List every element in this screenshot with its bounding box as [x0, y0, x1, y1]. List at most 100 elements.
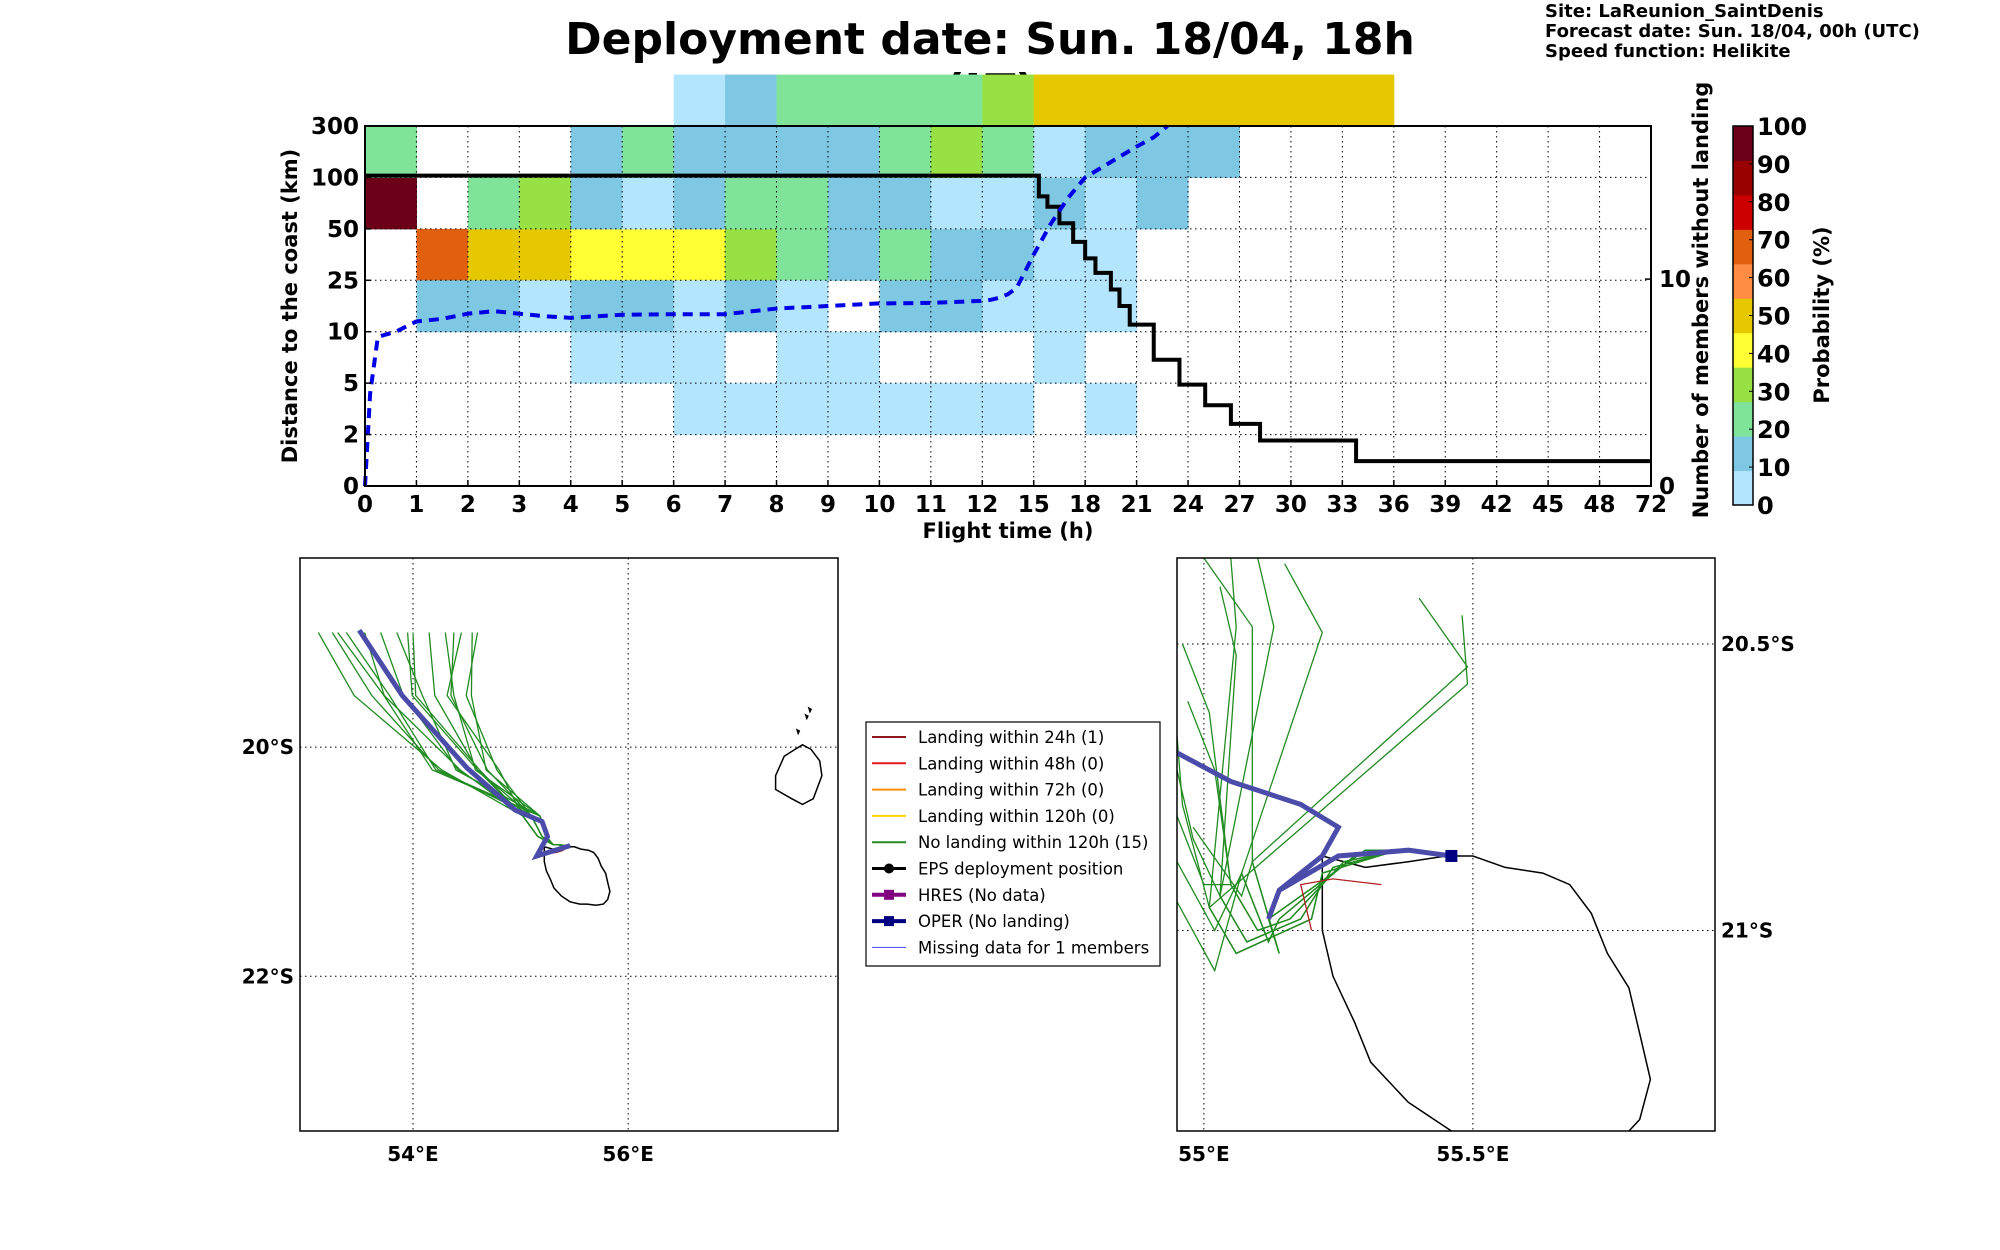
- heatmap-cell: [1033, 280, 1086, 333]
- forecast-info: Site: LaReunion_SaintDenis Forecast date…: [1545, 2, 1920, 62]
- no-landing-trajectory: [1203, 558, 1452, 954]
- heatmap-cell: [1033, 331, 1086, 384]
- x-tick-label: 42: [1481, 492, 1513, 518]
- mean-distance-dashed-line: [363, 124, 1169, 487]
- heatmap-cell: [1188, 74, 1240, 127]
- heatmap-cell: [570, 177, 623, 230]
- site-label: Site: LaReunion_SaintDenis: [1545, 1, 1824, 22]
- heatmap-cell: [1085, 177, 1138, 230]
- colorbar-tick-label: 80: [1757, 189, 1790, 217]
- reunion-coastline: [1321, 855, 1652, 1131]
- legend-label: Landing within 24h (1): [918, 728, 1104, 747]
- forecast-date-label: Forecast date: Sun. 18/04, 00h (UTC): [1545, 21, 1920, 42]
- x-tick-label: 1: [408, 492, 424, 518]
- oper-trajectory: [1177, 750, 1452, 920]
- colorbar-tick-label: 60: [1757, 265, 1790, 293]
- legend-label: HRES (No data): [918, 886, 1046, 905]
- mauritius-coastline: [774, 743, 823, 806]
- heatmap-cell: [622, 228, 675, 281]
- y-axis-label: Distance to the coast (km): [278, 149, 302, 464]
- heatmap-cell: [725, 126, 778, 178]
- x-tick-label: 30: [1275, 492, 1307, 518]
- colorbar-segment: [1733, 332, 1753, 368]
- x-axis-label: Flight time (h): [923, 519, 1094, 543]
- heatmap-cell: [1085, 74, 1138, 127]
- heatmap-cell: [673, 383, 726, 436]
- x-tick-label: 24: [1172, 492, 1204, 518]
- heatmap-cell: [982, 228, 1035, 281]
- no-landing-trajectory: [450, 632, 571, 847]
- y-tick-label: 0: [343, 474, 359, 500]
- colorbar-tick-label: 70: [1757, 227, 1790, 255]
- latitude-label: 21°S: [1721, 918, 1773, 942]
- x-tick-label: 18: [1069, 492, 1101, 518]
- heatmap-cell: [930, 228, 983, 281]
- x-tick-label: 5: [614, 492, 630, 518]
- y-tick-label: 10: [327, 320, 359, 346]
- colorbar-tick-label: 50: [1757, 303, 1790, 331]
- heatmap-cell: [982, 126, 1035, 178]
- colorbar-segment: [1733, 367, 1753, 403]
- members-without-landing-line: [365, 173, 1651, 464]
- x-tick-label: 2: [460, 492, 476, 518]
- x-tick-label: 3: [511, 492, 527, 518]
- heatmap-cell: [1136, 74, 1189, 127]
- colorbar-tick-label: 100: [1757, 113, 1807, 141]
- longitude-label: 55°E: [1178, 1142, 1230, 1166]
- heatmap-cell: [673, 177, 726, 230]
- islet-coastline: [795, 728, 801, 736]
- heatmap-cell: [1033, 74, 1086, 127]
- colorbar-tick-label: 0: [1757, 492, 1774, 520]
- y2-tick-label: 0: [1659, 474, 1675, 500]
- latitude-label: 20°S: [242, 735, 294, 759]
- heatmap-cell: [467, 177, 520, 230]
- reunion-coastline: [543, 845, 611, 906]
- colorbar-segment: [1733, 229, 1753, 265]
- colorbar-tick-label: 40: [1757, 340, 1790, 368]
- x-tick-label: 11: [915, 492, 947, 518]
- heatmap-cell: [776, 177, 829, 230]
- heatmap-cell: [673, 74, 726, 127]
- heatmap-cell: [1239, 74, 1292, 127]
- legend-label: No landing within 120h (15): [918, 833, 1148, 852]
- heatmap-cell: [1136, 177, 1189, 230]
- x-tick-label: 10: [863, 492, 895, 518]
- heatmap-cell: [827, 126, 880, 178]
- map-content: [1177, 558, 1715, 1131]
- probability-colorbar: 0 10 20 30 40 50 60 70 80 90 100 Probability (%): [1732, 113, 1834, 520]
- colorbar-tick-label: 90: [1757, 151, 1790, 179]
- heatmap-cell: [879, 228, 932, 281]
- heatmap-cell: [725, 383, 778, 436]
- no-landing-trajectory: [1240, 563, 1452, 944]
- heatmap-cell: [622, 280, 675, 333]
- y-tick-label: 2: [343, 423, 359, 449]
- heatmap-cell: [416, 228, 469, 281]
- no-landing-trajectory: [1219, 558, 1452, 943]
- heatmap-cell: [1085, 383, 1138, 436]
- legend-label: EPS deployment position: [918, 860, 1123, 879]
- latitude-label: 20.5°S: [1721, 632, 1795, 656]
- landing-trajectory: [1299, 878, 1382, 931]
- heatmap-cell: [519, 228, 572, 281]
- no-landing-trajectory: [1251, 597, 1469, 954]
- islet-coastline: [807, 706, 813, 714]
- no-landing-trajectory: [1177, 735, 1452, 955]
- heatmap-cell: [1033, 126, 1086, 178]
- heatmap-cell: [776, 228, 829, 281]
- islet-coastline: [804, 713, 809, 721]
- colorbar-tick-label: 30: [1757, 378, 1790, 406]
- heatmap-cell: [725, 228, 778, 281]
- colorbar-segment: [1733, 126, 1753, 161]
- longitude-label: 54°E: [387, 1142, 439, 1166]
- heatmap-cell: [467, 228, 520, 281]
- legend-label: Missing data for 1 members: [918, 938, 1149, 957]
- heatmap-cell: [879, 280, 932, 333]
- heatmap-cell: [879, 383, 932, 436]
- legend-marker: [884, 863, 894, 874]
- heatmap-cell: [365, 126, 417, 178]
- legend: Landing within 24h (1) Landing within 48h…: [865, 721, 1161, 967]
- heatmap-cell: [827, 331, 880, 384]
- no-landing-trajectory: [1219, 586, 1452, 943]
- y-tick-label: 300: [311, 114, 359, 140]
